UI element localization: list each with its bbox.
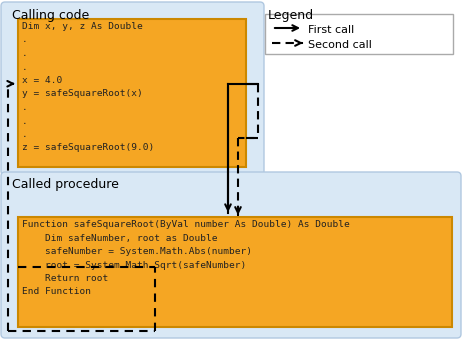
Text: .: . <box>22 49 28 58</box>
Bar <box>18 19 246 167</box>
Text: x = 4.0: x = 4.0 <box>22 76 62 85</box>
Text: root = System.Math.Sqrt(safeNumber): root = System.Math.Sqrt(safeNumber) <box>22 260 246 270</box>
Bar <box>265 14 453 54</box>
Text: .: . <box>22 130 28 139</box>
Text: Dim safeNumber, root as Double: Dim safeNumber, root as Double <box>22 234 218 242</box>
Text: Called procedure: Called procedure <box>12 178 119 191</box>
Text: safeNumber = System.Math.Abs(number): safeNumber = System.Math.Abs(number) <box>22 247 252 256</box>
Text: y = safeSquareRoot(x): y = safeSquareRoot(x) <box>22 89 143 99</box>
FancyBboxPatch shape <box>1 172 461 338</box>
Bar <box>18 217 452 327</box>
Text: Function safeSquareRoot(ByVal number As Double) As Double: Function safeSquareRoot(ByVal number As … <box>22 220 350 229</box>
Text: .: . <box>22 103 28 112</box>
FancyBboxPatch shape <box>1 2 264 175</box>
Text: .: . <box>22 36 28 44</box>
Text: Legend: Legend <box>268 9 314 22</box>
Text: Return root: Return root <box>22 274 108 283</box>
Text: End Function: End Function <box>22 287 91 297</box>
Text: z = safeSquareRoot(9.0): z = safeSquareRoot(9.0) <box>22 143 154 153</box>
Text: Second call: Second call <box>308 40 372 50</box>
Text: First call: First call <box>308 25 354 35</box>
Text: Calling code: Calling code <box>12 9 89 22</box>
Text: Dim x, y, z As Double: Dim x, y, z As Double <box>22 22 143 31</box>
Text: .: . <box>22 117 28 125</box>
Text: .: . <box>22 62 28 72</box>
